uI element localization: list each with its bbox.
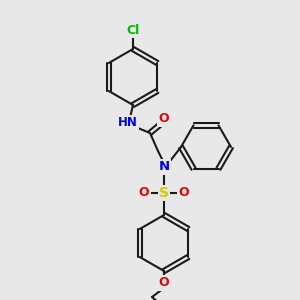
Text: O: O <box>159 112 169 125</box>
Text: Cl: Cl <box>126 23 140 37</box>
Text: O: O <box>159 277 169 290</box>
Text: O: O <box>179 187 189 200</box>
Text: N: N <box>158 160 169 173</box>
Text: HN: HN <box>118 116 138 130</box>
Text: S: S <box>159 186 169 200</box>
Text: O: O <box>139 187 149 200</box>
